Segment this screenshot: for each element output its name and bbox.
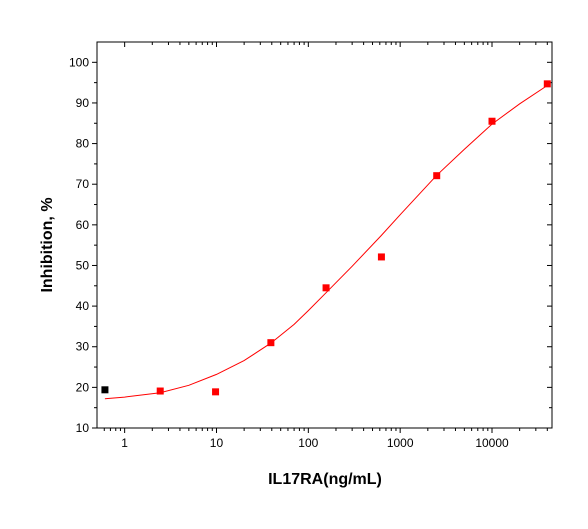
x-tick-label: 1000 bbox=[387, 436, 414, 450]
y-tick-label: 60 bbox=[76, 218, 90, 232]
fit-curve bbox=[104, 85, 548, 400]
data-point bbox=[322, 284, 330, 292]
y-tick-label: 30 bbox=[76, 340, 90, 354]
plot-frame bbox=[96, 41, 553, 429]
y-tick-label: 20 bbox=[76, 380, 90, 394]
y-tick-label: 10 bbox=[76, 421, 90, 435]
y-tick-label: 40 bbox=[76, 299, 90, 313]
data-point bbox=[156, 387, 164, 395]
x-tick-label: 1 bbox=[121, 436, 128, 450]
data-point bbox=[433, 172, 441, 180]
x-axis-ticks: 1 10 100 1000 10000 bbox=[103, 42, 548, 450]
y-tick-label: 90 bbox=[76, 96, 90, 110]
data-point bbox=[377, 253, 385, 261]
y-tick-label: 50 bbox=[76, 258, 90, 272]
x-tick-label: 100 bbox=[298, 436, 318, 450]
x-tick-label: 10000 bbox=[475, 436, 509, 450]
y-axis-ticks: 10 20 30 40 50 60 70 80 90 100 bbox=[69, 55, 552, 435]
data-point bbox=[267, 339, 275, 347]
data-point bbox=[212, 388, 220, 396]
y-axis-title: Inhibition, % bbox=[39, 197, 56, 292]
data-points bbox=[101, 80, 551, 396]
data-point bbox=[488, 117, 496, 125]
fit-curve-group bbox=[104, 85, 548, 400]
y-tick-label: 70 bbox=[76, 177, 90, 191]
x-tick-label: 10 bbox=[210, 436, 224, 450]
axes bbox=[96, 41, 553, 429]
y-tick-label: 100 bbox=[69, 55, 89, 69]
y-tick-label: 80 bbox=[76, 137, 90, 151]
x-axis-title: IL17RA(ng/mL) bbox=[268, 471, 382, 488]
data-point bbox=[101, 386, 109, 394]
data-point bbox=[543, 80, 551, 88]
